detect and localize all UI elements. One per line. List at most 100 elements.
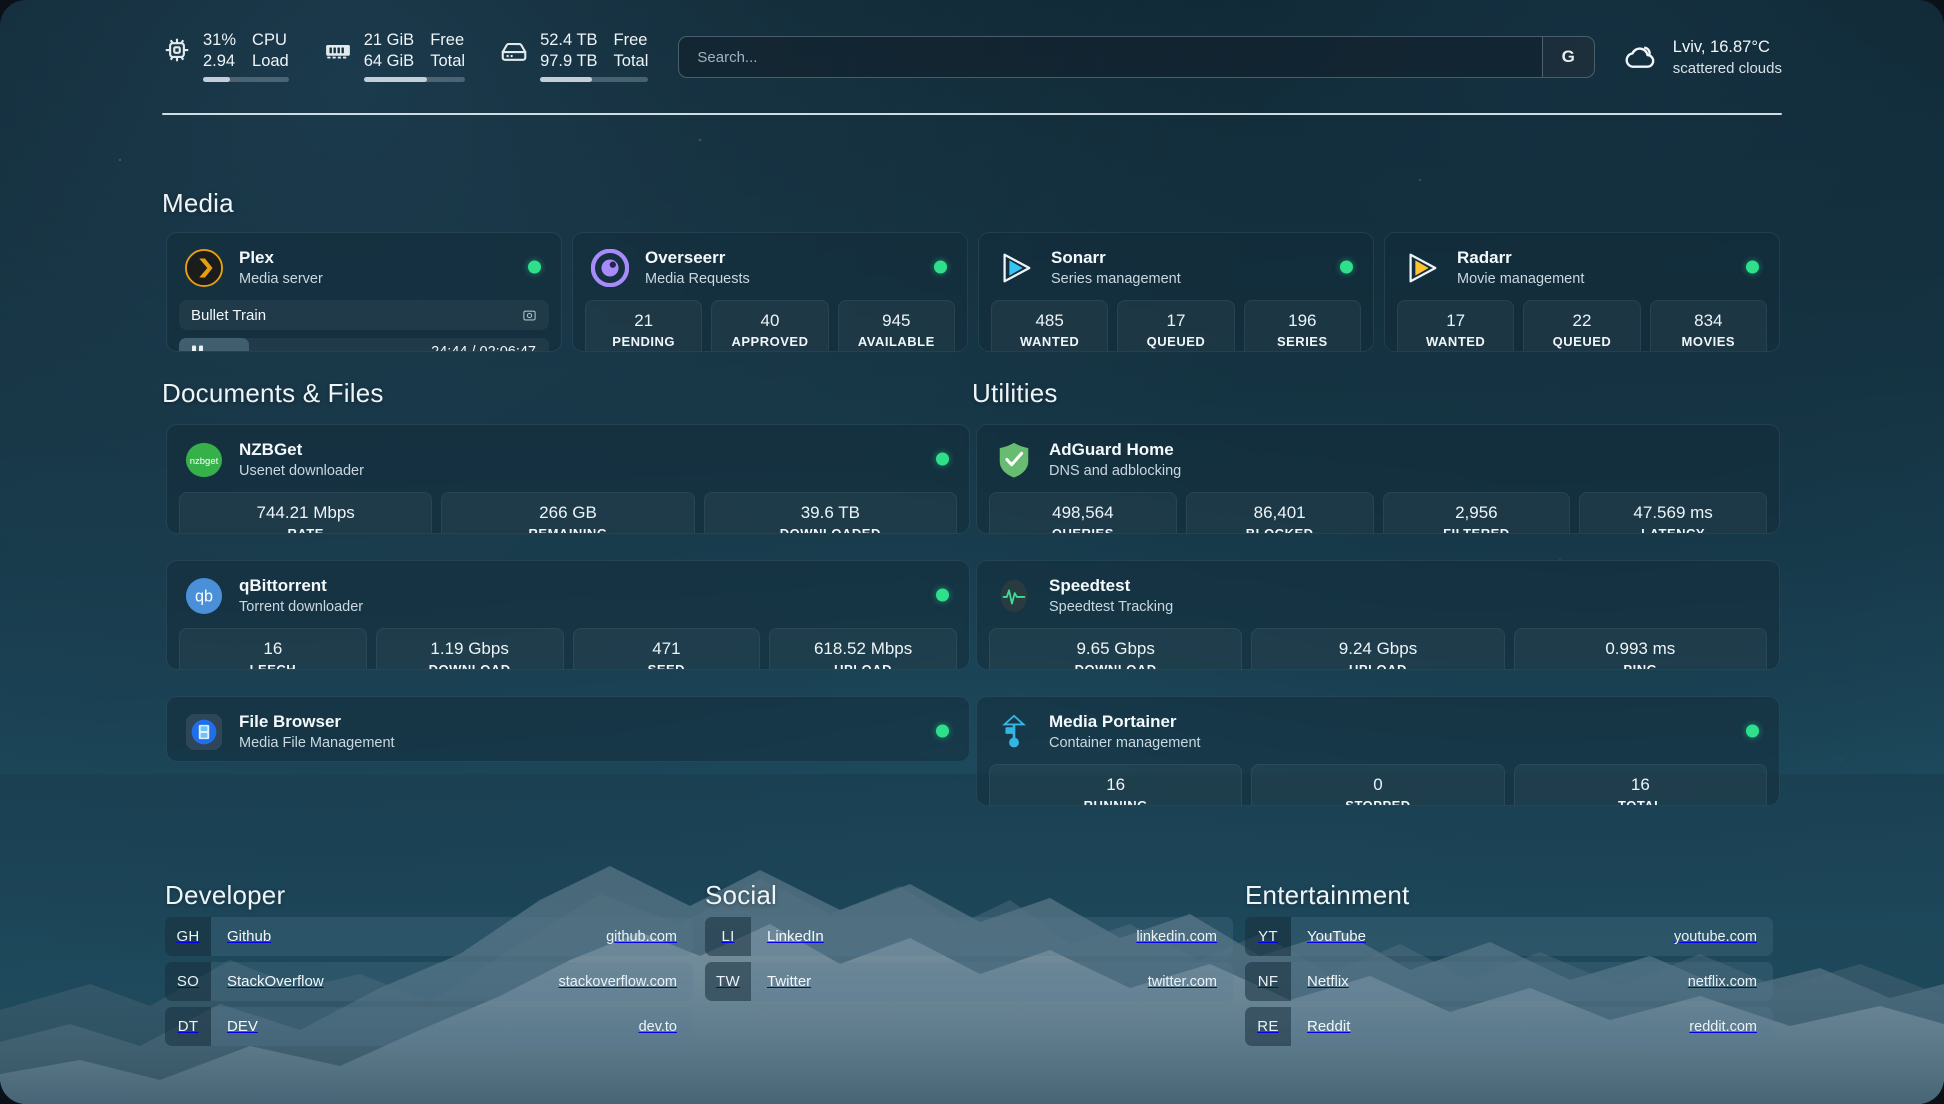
bookmark-url: youtube.com bbox=[1673, 928, 1757, 945]
search-box[interactable]: G bbox=[678, 36, 1595, 78]
service-desc: Movie management bbox=[1457, 271, 1585, 287]
bookmark-item[interactable]: YT YouTube youtube.com bbox=[1245, 917, 1773, 956]
stat-value: 0 bbox=[1373, 775, 1383, 794]
stat-label: AVAILABLE bbox=[857, 334, 935, 349]
disk-stat[interactable]: 52.4 TB 97.9 TB Free Total bbox=[499, 30, 649, 84]
disk-usage-bar bbox=[540, 77, 649, 82]
cpu-usage-value: 31% bbox=[203, 31, 237, 49]
card-header: nzbget NZBGet Usenet downloader bbox=[167, 425, 969, 492]
service-desc: Speedtest Tracking bbox=[1049, 599, 1174, 615]
bookmark-item[interactable]: DT DEV dev.to bbox=[165, 1007, 693, 1046]
card-header: Speedtest Speedtest Tracking bbox=[977, 561, 1779, 628]
weather-condition: scattered clouds bbox=[1672, 59, 1782, 77]
service-desc: Media File Management bbox=[239, 735, 395, 751]
bookmark-label: YouTube bbox=[1307, 928, 1366, 945]
service-card-overseerr[interactable]: Overseerr Media Requests 21 PENDING 40 A… bbox=[572, 232, 968, 352]
stat-tile: 39.6 TB DOWNLOADED bbox=[703, 492, 957, 533]
bookmark-item[interactable]: RE Reddit reddit.com bbox=[1245, 1007, 1773, 1046]
svg-text:qb: qb bbox=[195, 587, 213, 605]
service-card-radarr[interactable]: Radarr Movie management 17 WANTED 22 QUE… bbox=[1384, 232, 1780, 352]
stat-value: 16 bbox=[1630, 775, 1650, 794]
memory-stat[interactable]: 21 GiB 64 GiB Free Total bbox=[323, 30, 466, 84]
stat-value: 0.993 ms bbox=[1605, 639, 1676, 658]
service-name: Plex bbox=[239, 248, 274, 267]
search-engine-button[interactable]: G bbox=[1541, 37, 1594, 77]
service-name: Overseerr bbox=[645, 248, 726, 267]
service-card-nzbget[interactable]: nzbget NZBGet Usenet downloader 744.21 M… bbox=[166, 424, 970, 534]
stat-tile: 1.19 Gbps DOWNLOAD bbox=[375, 628, 564, 669]
bookmark-item[interactable]: TW Twitter twitter.com bbox=[705, 962, 1233, 1001]
disk-free-value: 52.4 TB bbox=[540, 31, 598, 49]
stat-label: FILTERED bbox=[1443, 526, 1510, 534]
card-header: File Browser Media File Management bbox=[167, 697, 969, 761]
stat-strip: 16 LEECH 1.19 Gbps DOWNLOAD 471 SEED 618… bbox=[167, 628, 969, 670]
service-card-sonarr[interactable]: Sonarr Series management 485 WANTED 17 Q… bbox=[978, 232, 1374, 352]
cpu-stat[interactable]: 31% 2.94 CPU Load bbox=[162, 30, 289, 84]
status-badge bbox=[1746, 260, 1759, 273]
memory-label-top: Free bbox=[430, 31, 465, 49]
bookmark-label: LinkedIn bbox=[767, 928, 824, 945]
stat-strip: 9.65 Gbps DOWNLOAD 9.24 Gbps UPLOAD 0.99… bbox=[977, 628, 1779, 670]
bookmark-badge: NF bbox=[1245, 962, 1291, 1001]
sonarr-logo bbox=[1003, 253, 1031, 282]
bookmark-label: StackOverflow bbox=[227, 973, 324, 990]
search-area: G bbox=[678, 36, 1595, 78]
card-header: Media Portainer Container management bbox=[977, 697, 1779, 764]
bookmark-group-social: LI LinkedIn linkedin.com TW Twitter twit… bbox=[705, 917, 1233, 1007]
now-playing-row[interactable]: Bullet Train bbox=[179, 300, 549, 330]
pause-icon[interactable] bbox=[192, 345, 203, 351]
service-card-file-browser[interactable]: File Browser Media File Management bbox=[166, 696, 970, 762]
stat-label: QUERIES bbox=[1051, 526, 1114, 534]
stat-tile: 2,956 FILTERED bbox=[1382, 492, 1571, 534]
stat-strip: 744.21 Mbps RATE 266 GB REMAINING 39.6 T… bbox=[167, 492, 969, 533]
status-badge bbox=[936, 452, 949, 465]
stat-value: 16 bbox=[1106, 775, 1126, 794]
service-name: Speedtest bbox=[1049, 576, 1131, 595]
search-input[interactable] bbox=[679, 37, 1542, 77]
stat-strip: 485 WANTED 17 QUEUED 196 SERIES bbox=[979, 300, 1373, 351]
bookmark-label: Twitter bbox=[767, 973, 812, 990]
stat-strip: 17 WANTED 22 QUEUED 834 MOVIES bbox=[1385, 300, 1779, 351]
section-title-social: Social bbox=[705, 880, 778, 910]
bookmark-item[interactable]: GH Github github.com bbox=[165, 917, 693, 956]
status-badge bbox=[528, 260, 541, 273]
now-playing-progress[interactable]: 24:44 / 02:06:47 bbox=[179, 338, 549, 351]
stat-label: UPLOAD bbox=[1349, 662, 1407, 670]
stat-value: 39.6 TB bbox=[800, 503, 860, 522]
stat-label: QUEUED bbox=[1146, 334, 1206, 349]
stat-value: 40 bbox=[760, 311, 780, 330]
bookmark-url: netflix.com bbox=[1687, 973, 1757, 990]
svg-text:nzbget: nzbget bbox=[190, 455, 219, 466]
cpu-load-value: 2.94 bbox=[203, 52, 236, 70]
card-header: Plex Media server bbox=[167, 233, 561, 300]
stat-value: 1.19 Gbps bbox=[430, 639, 509, 658]
cast-icon[interactable] bbox=[522, 308, 537, 323]
stat-tile: 17 QUEUED bbox=[1117, 300, 1235, 351]
weather-widget[interactable]: Lviv, 16.87°C scattered clouds bbox=[1621, 37, 1782, 78]
service-desc: DNS and adblocking bbox=[1049, 463, 1182, 479]
stat-tile: 21 PENDING bbox=[585, 300, 703, 351]
service-card-adguard-home[interactable]: AdGuard Home DNS and adblocking 498,564 … bbox=[976, 424, 1780, 534]
bookmark-url: twitter.com bbox=[1147, 973, 1217, 990]
plex-logo bbox=[185, 248, 223, 287]
stat-tile: 9.24 Gbps UPLOAD bbox=[1251, 628, 1505, 670]
bookmark-badge: TW bbox=[705, 962, 751, 1001]
service-desc: Usenet downloader bbox=[239, 463, 364, 479]
stat-value: 834 bbox=[1694, 311, 1723, 330]
stat-label: LEECH bbox=[249, 662, 297, 670]
bookmark-item[interactable]: LI LinkedIn linkedin.com bbox=[705, 917, 1233, 956]
stat-label: WANTED bbox=[1425, 334, 1486, 349]
service-card-media-portainer[interactable]: Media Portainer Container management 16 … bbox=[976, 696, 1780, 806]
service-card-speedtest[interactable]: Speedtest Speedtest Tracking 9.65 Gbps D… bbox=[976, 560, 1780, 670]
stat-tile: 744.21 Mbps RATE bbox=[179, 492, 433, 533]
bookmark-item[interactable]: SO StackOverflow stackoverflow.com bbox=[165, 962, 693, 1001]
status-badge bbox=[936, 588, 949, 601]
bookmark-item[interactable]: NF Netflix netflix.com bbox=[1245, 962, 1773, 1001]
service-name: qBittorrent bbox=[239, 576, 327, 595]
status-badge bbox=[934, 260, 947, 273]
service-card-qbittorrent[interactable]: qb qBittorrent Torrent downloader 16 LEE… bbox=[166, 560, 970, 670]
service-card-plex[interactable]: Plex Media server Bullet Train 24:44 / 0… bbox=[166, 232, 562, 352]
service-desc: Media Requests bbox=[645, 271, 750, 287]
stat-tile: 16 TOTAL bbox=[1513, 764, 1767, 805]
speedtest-logo bbox=[1000, 579, 1028, 612]
